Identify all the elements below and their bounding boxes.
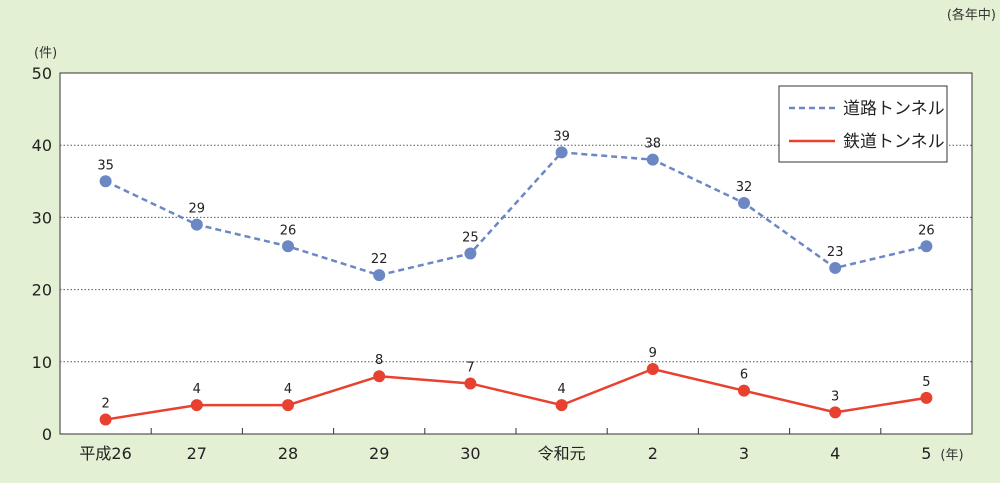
data-point [829, 261, 842, 274]
data-point [555, 146, 568, 159]
data-label: 4 [284, 382, 292, 397]
data-label: 9 [649, 346, 657, 361]
data-label: 32 [736, 180, 753, 195]
data-point [190, 218, 203, 231]
series-line-2 [105, 367, 927, 421]
data-label: 35 [97, 158, 114, 173]
y-tick-label: 0 [42, 425, 52, 444]
data-label: 29 [189, 202, 206, 217]
data-point [99, 413, 112, 426]
data-label: 8 [375, 353, 383, 368]
x-tick-label: 28 [278, 444, 298, 463]
y-tick-label: 50 [32, 64, 52, 83]
x-tick-label: 2 [648, 444, 658, 463]
data-label: 5 [922, 375, 930, 390]
data-label: 23 [827, 245, 844, 260]
x-tick-label: 30 [460, 444, 480, 463]
data-label: 38 [645, 137, 662, 152]
data-point [373, 269, 386, 282]
legend-label: 鉄道トンネル [843, 132, 945, 152]
period-note: (各年中) [946, 8, 996, 23]
data-label: 26 [918, 223, 935, 238]
x-axis-unit: (年) [940, 448, 963, 463]
data-label: 4 [193, 382, 201, 397]
data-point [646, 153, 659, 166]
data-point [190, 399, 203, 412]
data-label: 4 [557, 382, 565, 397]
data-label: 7 [466, 360, 474, 375]
data-label: 39 [553, 129, 570, 144]
y-axis-unit: (件) [34, 46, 58, 61]
data-point [464, 247, 477, 260]
data-point [373, 370, 386, 383]
data-point [920, 391, 933, 404]
y-tick-label: 10 [32, 353, 52, 372]
series-line-1 [105, 151, 927, 277]
x-tick-label: 3 [739, 444, 749, 463]
data-point [99, 175, 112, 188]
data-point [282, 399, 294, 412]
data-point [555, 399, 568, 412]
data-point [829, 406, 842, 419]
x-tick-label: 平成26 [79, 444, 131, 463]
data-point [738, 384, 750, 397]
legend-label: 道路トンネル [843, 99, 945, 119]
data-label: 2 [101, 397, 109, 412]
y-tick-label: 30 [32, 208, 52, 227]
data-point [920, 240, 933, 253]
data-point [464, 377, 477, 390]
data-label: 3 [831, 389, 839, 404]
x-tick-label: 27 [187, 444, 207, 463]
x-tick-label: 令和元 [538, 444, 586, 463]
data-label: 22 [371, 252, 388, 267]
y-tick-label: 20 [32, 281, 52, 300]
data-point [738, 196, 750, 209]
legend-box [778, 85, 948, 163]
data-label: 25 [462, 231, 479, 246]
data-point [646, 363, 659, 376]
data-label: 6 [740, 368, 748, 383]
x-tick-label: 4 [830, 444, 840, 463]
x-tick-label: 29 [369, 444, 389, 463]
data-label: 26 [280, 223, 297, 238]
x-tick-label: 5 [921, 444, 931, 463]
y-tick-label: 40 [32, 136, 52, 155]
data-point [282, 240, 294, 253]
